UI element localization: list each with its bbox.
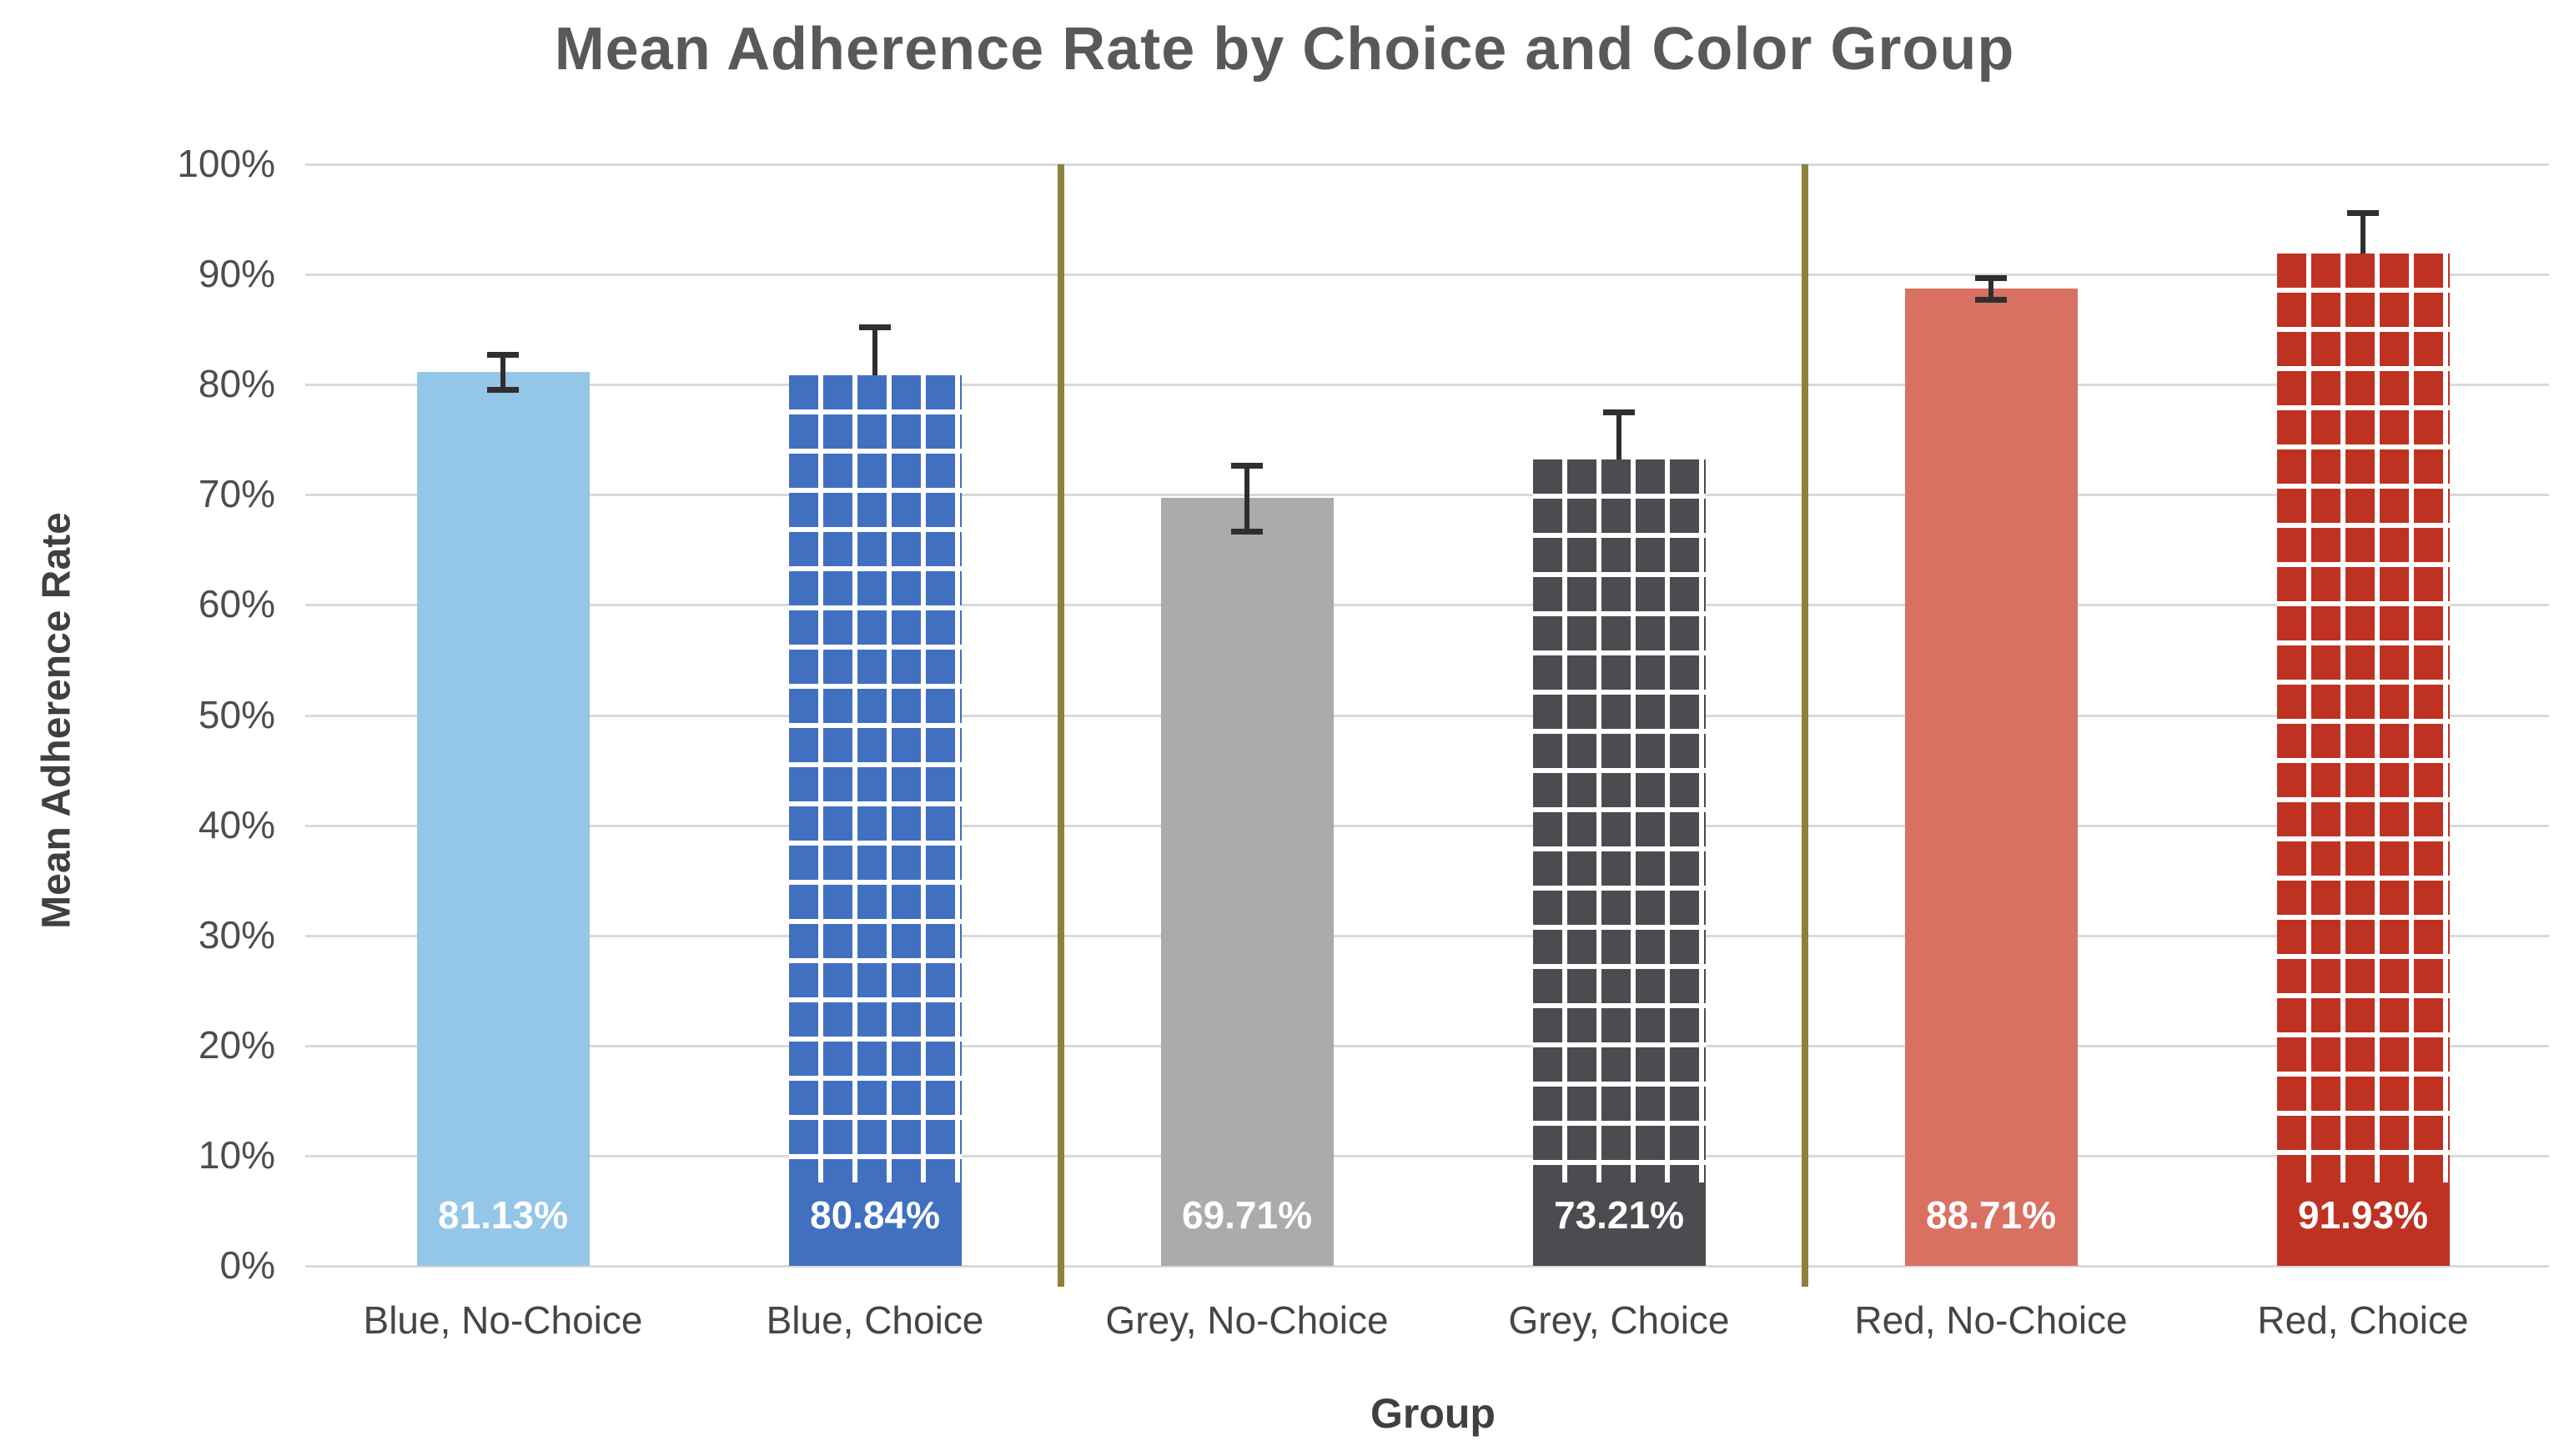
bar-value-label: 80.84% <box>809 1193 940 1237</box>
bar-red-no-choice: 88.71% <box>1904 289 2078 1266</box>
error-bar-line <box>1244 464 1249 531</box>
bar-value-label: 73.21% <box>1553 1193 1684 1237</box>
white-grid-pattern <box>1532 459 1706 1182</box>
y-tick-label: 30% <box>198 912 275 956</box>
bar-red-choice: 91.93% <box>2276 253 2450 1266</box>
error-bar-cap-top <box>487 352 519 359</box>
y-tick-label: 70% <box>198 472 275 516</box>
y-tick-label: 50% <box>198 692 275 736</box>
x-category-label: Red, Choice <box>2257 1298 2469 1342</box>
label-backplate <box>788 1182 962 1266</box>
x-category-label: Blue, No-Choice <box>363 1298 643 1342</box>
y-tick-label: 10% <box>198 1132 275 1177</box>
gridline-10% <box>305 1154 2549 1157</box>
group-divider-line <box>1802 164 1808 1287</box>
error-bar-cap-top <box>1975 274 2007 281</box>
bar-value-label: 88.71% <box>1925 1193 2056 1237</box>
gridline-20% <box>305 1044 2549 1047</box>
white-grid-pattern <box>788 375 962 1182</box>
error-bar-cap-top <box>1231 462 1263 469</box>
gridline-80% <box>305 384 2549 387</box>
error-bar-line <box>872 326 877 376</box>
gridline-40% <box>305 824 2549 827</box>
error-bar-line <box>2360 212 2365 254</box>
y-tick-label: 20% <box>198 1022 275 1067</box>
gridline-100% <box>305 163 2549 166</box>
x-category-label: Grey, No-Choice <box>1105 1298 1389 1342</box>
y-tick-label: 60% <box>198 582 275 626</box>
bar-grey-choice: 73.21% <box>1532 459 1706 1266</box>
chart-title: Mean Adherence Rate by Choice and Color … <box>554 16 2015 83</box>
group-divider-line <box>1058 164 1064 1287</box>
error-bar-line <box>1988 277 1993 300</box>
error-bar-cap-bottom <box>1231 528 1263 535</box>
white-grid-pattern <box>2276 253 2450 1182</box>
error-bar-cap-top <box>859 324 891 330</box>
error-bar-line <box>1616 412 1621 459</box>
x-category-label: Blue, Choice <box>766 1298 984 1342</box>
gridline-90% <box>305 274 2549 277</box>
gridline-0% <box>305 1265 2549 1268</box>
x-axis-title: Group <box>1370 1390 1496 1437</box>
error-bar-cap-top <box>2347 209 2379 216</box>
bar-blue-no-choice: 81.13% <box>416 372 590 1266</box>
gridline-30% <box>305 934 2549 937</box>
error-bar-cap-bottom <box>1975 297 2007 304</box>
x-category-label: Grey, Choice <box>1508 1298 1730 1342</box>
gridline-60% <box>305 604 2549 607</box>
y-tick-label: 40% <box>198 802 275 846</box>
label-backplate <box>2276 1182 2450 1266</box>
y-tick-label: 0% <box>219 1243 275 1287</box>
label-backplate <box>1532 1182 1706 1266</box>
error-bar-cap-top <box>1603 409 1635 416</box>
y-tick-label: 100% <box>177 142 275 185</box>
bar-blue-choice: 80.84% <box>788 375 962 1266</box>
bar-value-label: 91.93% <box>2297 1193 2428 1237</box>
x-category-label: Red, No-Choice <box>1854 1298 2128 1342</box>
gridline-70% <box>305 494 2549 497</box>
y-tick-label: 80% <box>198 362 275 406</box>
bar-grey-no-choice: 69.71% <box>1160 498 1334 1266</box>
bar-value-label: 69.71% <box>1181 1193 1312 1237</box>
plot-area: 0% 10% 20% 30% 40% 50% 60% 70% 80% 90% 100% 81.13% 8… <box>177 142 2549 1287</box>
gridline-50% <box>305 714 2549 717</box>
error-bar-line <box>500 354 505 390</box>
bar-value-label: 81.13% <box>437 1193 568 1237</box>
y-tick-label: 90% <box>198 252 275 296</box>
error-bar-cap-bottom <box>487 387 519 394</box>
